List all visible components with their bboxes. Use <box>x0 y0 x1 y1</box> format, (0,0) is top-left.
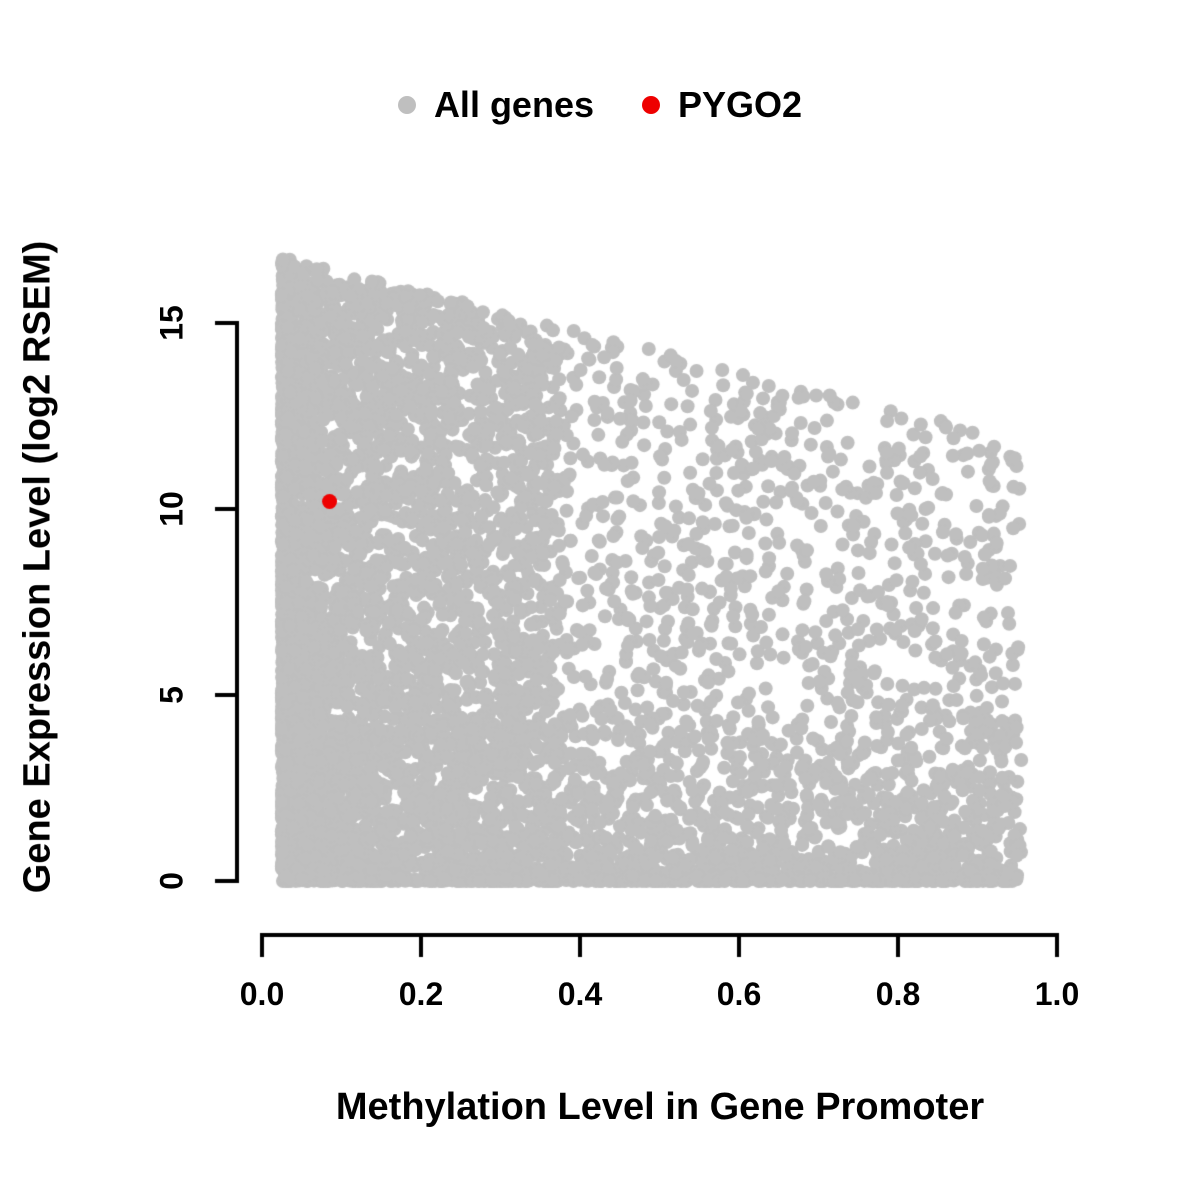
y-tick-label: 10 <box>153 491 190 527</box>
x-tick-label: 0.8 <box>875 976 921 1012</box>
y-tick-label: 15 <box>153 305 190 341</box>
x-axis-label: Methylation Level in Gene Promoter <box>335 1086 985 1128</box>
x-tick-label: 0.4 <box>557 976 603 1012</box>
x-tick-label: 0.6 <box>716 976 762 1012</box>
x-tick-label: 1.0 <box>1034 976 1080 1012</box>
x-tick-label: 0.2 <box>398 976 444 1012</box>
y-tick-label: 0 <box>153 872 190 890</box>
y-axis-label: Gene Expression Level (log2 RSEM) <box>16 240 59 894</box>
x-tick-label: 0.0 <box>239 976 285 1012</box>
y-tick-label: 5 <box>153 686 190 704</box>
